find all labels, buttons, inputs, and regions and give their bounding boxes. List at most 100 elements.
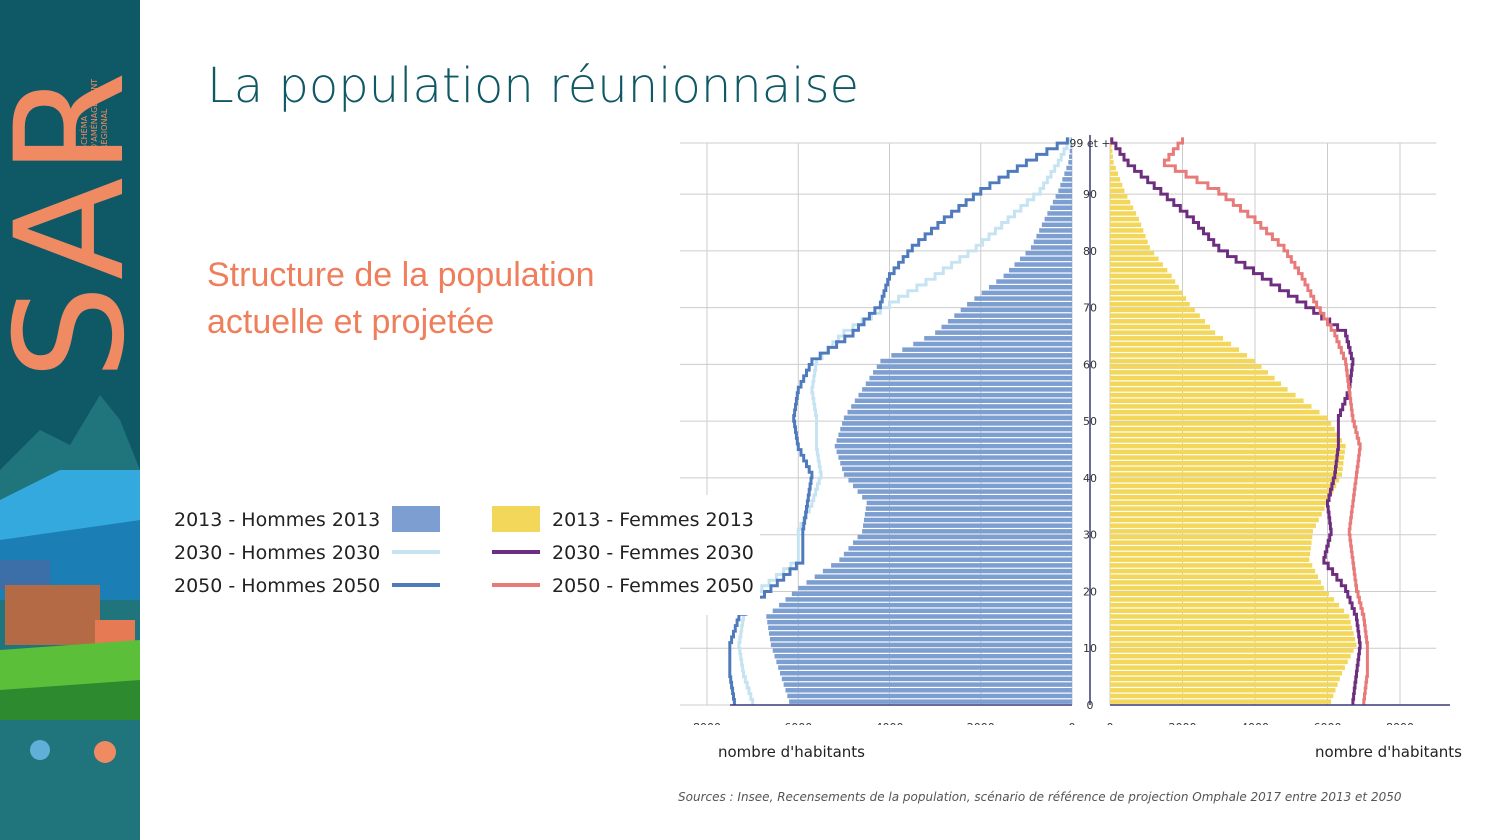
bar-2013---femmes-2013 [1110,653,1351,659]
bar-2013---femmes-2013 [1110,409,1320,415]
bar-2013---hommes-2013 [772,608,1072,614]
bar-2013---femmes-2013 [1110,205,1134,210]
bar-2013---femmes-2013 [1110,273,1172,279]
bar-2013---hommes-2013 [776,659,1072,665]
bar-2013---hommes-2013 [838,432,1072,438]
y-tick-label: 10 [1083,642,1097,655]
bar-2013---hommes-2013 [779,602,1072,608]
bar-2013---hommes-2013 [840,426,1072,432]
bar-2013---hommes-2013 [1069,154,1072,159]
logo-subtitle-line: SCHÉMA [80,115,89,150]
legend-swatch-femmes-2013 [492,506,540,532]
bar-2013---femmes-2013 [1110,307,1195,313]
bar-2013---femmes-2013 [1110,693,1334,699]
legend-swatch-hommes-2013 [392,506,440,532]
bar-2013---hommes-2013 [1052,199,1072,205]
bar-2013---femmes-2013 [1110,353,1248,358]
bar-2013---hommes-2013 [843,472,1072,477]
bar-2013---hommes-2013 [1070,143,1072,148]
x-tick-label-right: 8000 [1386,721,1414,725]
bar-2013---femmes-2013 [1110,239,1148,245]
bar-2013---femmes-2013 [1110,233,1146,239]
bar-2013---hommes-2013 [806,580,1072,585]
bar-2013---hommes-2013 [935,330,1072,335]
bar-2013---femmes-2013 [1110,529,1313,534]
bar-2013---femmes-2013 [1110,699,1332,704]
bar-2013---hommes-2013 [865,506,1072,511]
bar-2013---femmes-2013 [1110,563,1313,568]
legend-swatch-hommes-2050 [392,583,440,587]
legend-label-hommes-2030: 2030 - Hommes 2030 [174,542,381,564]
bar-2013---hommes-2013 [1003,273,1072,279]
x-tick-label-left: 0 [1069,721,1076,725]
bar-2013---femmes-2013 [1110,477,1340,483]
legend-label-femmes-2013: 2013 - Femmes 2013 [552,509,754,531]
bar-2013---hommes-2013 [1044,216,1072,222]
y-tick-label: 40 [1083,472,1097,485]
bar-2013---hommes-2013 [1058,188,1072,193]
bar-2013---femmes-2013 [1110,250,1155,256]
bar-2013---hommes-2013 [873,370,1072,375]
bar-2013---hommes-2013 [1050,205,1072,210]
bar-2013---femmes-2013 [1110,500,1328,506]
bar-2013---hommes-2013 [781,676,1072,682]
bar-2013---hommes-2013 [853,540,1072,545]
bar-2013---femmes-2013 [1110,443,1346,449]
bar-2013---hommes-2013 [839,557,1072,562]
bar-2013---femmes-2013 [1110,517,1319,523]
bar-2013---femmes-2013 [1110,568,1316,574]
bar-2013---femmes-2013 [1110,256,1159,262]
legend-label-femmes-2050: 2050 - Femmes 2050 [552,575,754,597]
bar-2013---femmes-2013 [1110,676,1340,682]
bar-2013---femmes-2013 [1110,199,1131,205]
bar-2013---femmes-2013 [1110,636,1356,642]
bar-2013---femmes-2013 [1110,585,1324,591]
bar-2013---hommes-2013 [842,466,1072,472]
bar-2013---femmes-2013 [1110,614,1350,619]
bar-2013---femmes-2013 [1110,381,1282,386]
bar-2013---femmes-2013 [1110,347,1240,352]
bar-2013---femmes-2013 [1110,688,1336,693]
bar-2013---hommes-2013 [772,648,1072,653]
bar-2013---hommes-2013 [778,665,1072,670]
bar-2013---hommes-2013 [967,302,1072,307]
legend-swatch-femmes-2050 [492,583,540,587]
bar-2013---femmes-2013 [1110,319,1205,324]
bar-2013---femmes-2013 [1110,551,1311,557]
bar-2013---femmes-2013 [1110,404,1312,409]
bar-2013---hommes-2013 [857,489,1072,494]
bar-2013---femmes-2013 [1110,670,1342,676]
bar-2013---femmes-2013 [1110,296,1187,301]
logo-subtitle-line: RÉGIONAL [100,108,109,150]
bar-2013---hommes-2013 [836,449,1072,455]
bar-2013---hommes-2013 [988,284,1072,290]
bar-2013---hommes-2013 [847,409,1072,415]
bar-2013---femmes-2013 [1110,625,1353,631]
legend-swatch-femmes-2030 [492,550,540,554]
bar-2013---femmes-2013 [1110,506,1325,511]
bar-2013---hommes-2013 [924,336,1072,341]
population-pyramid-chart: 0 10 20 30 40 50 60 70 80 90 99 et + 0 0 2000 2000 4000… [680,135,1450,725]
bar-2013---hommes-2013 [863,517,1072,523]
bar-2013---hommes-2013 [831,563,1072,568]
bar-2013---hommes-2013 [1066,165,1072,171]
bar-2013---hommes-2013 [834,443,1072,449]
bar-2013---hommes-2013 [863,523,1072,528]
bar-2013---femmes-2013 [1110,330,1216,335]
bar-2013---hommes-2013 [848,546,1072,551]
bar-2013---femmes-2013 [1110,392,1296,398]
bar-2013---hommes-2013 [862,495,1072,500]
bar-2013---femmes-2013 [1110,540,1312,545]
bar-2013---hommes-2013 [858,392,1072,398]
bar-2013---femmes-2013 [1110,580,1321,585]
bar-2013---femmes-2013 [1110,489,1334,494]
bar-2013---femmes-2013 [1110,165,1116,171]
bar-2013---femmes-2013 [1110,216,1139,222]
y-tick-label: 70 [1083,302,1097,315]
source-note: Sources : Insee, Recensements de la popu… [678,790,1402,804]
bar-2013---hommes-2013 [866,500,1072,506]
bar-2013---hommes-2013 [822,568,1072,574]
bar-2013---hommes-2013 [1069,148,1072,154]
bar-2013---femmes-2013 [1110,148,1113,154]
bar-2013---hommes-2013 [791,591,1072,597]
